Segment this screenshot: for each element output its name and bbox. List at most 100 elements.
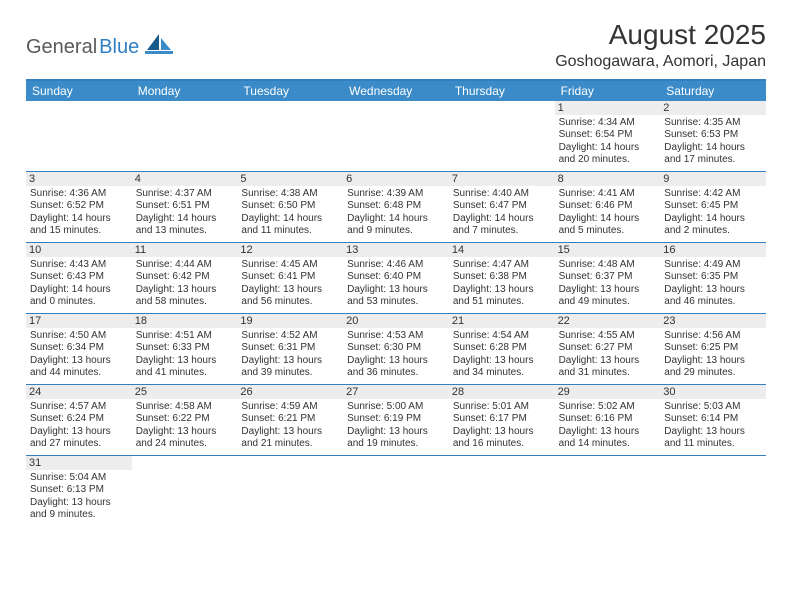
sunset-text: Sunset: 6:17 PM [453, 413, 551, 426]
daylight-text: Daylight: 13 hours and 53 minutes. [347, 284, 445, 309]
day-cell: 7Sunrise: 4:40 AMSunset: 6:47 PMDaylight… [449, 172, 555, 242]
sunrise-text: Sunrise: 4:54 AM [453, 330, 551, 343]
sunrise-text: Sunrise: 5:02 AM [559, 401, 657, 414]
sunrise-text: Sunrise: 5:04 AM [30, 472, 128, 485]
day-cell: 27Sunrise: 5:00 AMSunset: 6:19 PMDayligh… [343, 385, 449, 455]
day-cell [26, 101, 132, 171]
sunrise-text: Sunrise: 4:41 AM [559, 188, 657, 201]
dow-row: SundayMondayTuesdayWednesdayThursdayFrid… [26, 81, 766, 101]
daylight-text: Daylight: 14 hours and 7 minutes. [453, 213, 551, 238]
day-cell: 26Sunrise: 4:59 AMSunset: 6:21 PMDayligh… [237, 385, 343, 455]
sail-icon [145, 34, 173, 60]
day-number: 5 [237, 172, 343, 186]
daylight-text: Daylight: 13 hours and 58 minutes. [136, 284, 234, 309]
day-cell [343, 101, 449, 171]
day-cell: 17Sunrise: 4:50 AMSunset: 6:34 PMDayligh… [26, 314, 132, 384]
sunrise-text: Sunrise: 5:01 AM [453, 401, 551, 414]
day-cell [237, 456, 343, 526]
sunrise-text: Sunrise: 4:59 AM [241, 401, 339, 414]
sunset-text: Sunset: 6:38 PM [453, 271, 551, 284]
sunrise-text: Sunrise: 4:40 AM [453, 188, 551, 201]
sunset-text: Sunset: 6:43 PM [30, 271, 128, 284]
day-cell: 14Sunrise: 4:47 AMSunset: 6:38 PMDayligh… [449, 243, 555, 313]
day-number: 8 [555, 172, 661, 186]
day-cell: 21Sunrise: 4:54 AMSunset: 6:28 PMDayligh… [449, 314, 555, 384]
day-number: 13 [343, 243, 449, 257]
sunset-text: Sunset: 6:30 PM [347, 342, 445, 355]
month-title: August 2025 [555, 20, 766, 51]
day-number: 30 [660, 385, 766, 399]
day-cell [132, 456, 238, 526]
sunset-text: Sunset: 6:35 PM [664, 271, 762, 284]
day-number: 21 [449, 314, 555, 328]
week-row: 17Sunrise: 4:50 AMSunset: 6:34 PMDayligh… [26, 314, 766, 385]
day-number: 3 [26, 172, 132, 186]
daylight-text: Daylight: 13 hours and 36 minutes. [347, 355, 445, 380]
sunrise-text: Sunrise: 4:34 AM [559, 117, 657, 130]
day-cell: 13Sunrise: 4:46 AMSunset: 6:40 PMDayligh… [343, 243, 449, 313]
logo: GeneralBlue [26, 34, 173, 60]
daylight-text: Daylight: 14 hours and 11 minutes. [241, 213, 339, 238]
day-cell [132, 101, 238, 171]
day-cell: 22Sunrise: 4:55 AMSunset: 6:27 PMDayligh… [555, 314, 661, 384]
day-cell: 23Sunrise: 4:56 AMSunset: 6:25 PMDayligh… [660, 314, 766, 384]
sunrise-text: Sunrise: 4:36 AM [30, 188, 128, 201]
day-cell [660, 456, 766, 526]
daylight-text: Daylight: 13 hours and 27 minutes. [30, 426, 128, 451]
daylight-text: Daylight: 14 hours and 5 minutes. [559, 213, 657, 238]
day-number: 12 [237, 243, 343, 257]
calendar: SundayMondayTuesdayWednesdayThursdayFrid… [26, 79, 766, 526]
sunrise-text: Sunrise: 4:38 AM [241, 188, 339, 201]
sunrise-text: Sunrise: 4:48 AM [559, 259, 657, 272]
daylight-text: Daylight: 13 hours and 29 minutes. [664, 355, 762, 380]
sunset-text: Sunset: 6:34 PM [30, 342, 128, 355]
daylight-text: Daylight: 13 hours and 41 minutes. [136, 355, 234, 380]
day-number: 11 [132, 243, 238, 257]
daylight-text: Daylight: 14 hours and 20 minutes. [559, 142, 657, 167]
location: Goshogawara, Aomori, Japan [555, 53, 766, 71]
day-number: 4 [132, 172, 238, 186]
day-number: 31 [26, 456, 132, 470]
sunset-text: Sunset: 6:46 PM [559, 200, 657, 213]
day-number: 26 [237, 385, 343, 399]
daylight-text: Daylight: 13 hours and 31 minutes. [559, 355, 657, 380]
day-cell: 29Sunrise: 5:02 AMSunset: 6:16 PMDayligh… [555, 385, 661, 455]
sunrise-text: Sunrise: 4:53 AM [347, 330, 445, 343]
day-number: 15 [555, 243, 661, 257]
sunset-text: Sunset: 6:50 PM [241, 200, 339, 213]
daylight-text: Daylight: 14 hours and 0 minutes. [30, 284, 128, 309]
day-number: 25 [132, 385, 238, 399]
day-number: 19 [237, 314, 343, 328]
day-number: 18 [132, 314, 238, 328]
day-number: 7 [449, 172, 555, 186]
sunrise-text: Sunrise: 4:39 AM [347, 188, 445, 201]
dow-label: Tuesday [237, 81, 343, 101]
week-row: 24Sunrise: 4:57 AMSunset: 6:24 PMDayligh… [26, 385, 766, 456]
sunset-text: Sunset: 6:22 PM [136, 413, 234, 426]
sunset-text: Sunset: 6:53 PM [664, 129, 762, 142]
day-cell: 6Sunrise: 4:39 AMSunset: 6:48 PMDaylight… [343, 172, 449, 242]
sunrise-text: Sunrise: 4:49 AM [664, 259, 762, 272]
daylight-text: Daylight: 13 hours and 56 minutes. [241, 284, 339, 309]
day-cell: 15Sunrise: 4:48 AMSunset: 6:37 PMDayligh… [555, 243, 661, 313]
day-cell: 28Sunrise: 5:01 AMSunset: 6:17 PMDayligh… [449, 385, 555, 455]
day-cell: 16 Sunrise: 4:49 AMSunset: 6:35 PMDayligh… [660, 243, 766, 313]
day-cell: 20Sunrise: 4:53 AMSunset: 6:30 PMDayligh… [343, 314, 449, 384]
sunset-text: Sunset: 6:52 PM [30, 200, 128, 213]
sunset-text: Sunset: 6:14 PM [664, 413, 762, 426]
daylight-text: Daylight: 13 hours and 24 minutes. [136, 426, 234, 451]
sunset-text: Sunset: 6:54 PM [559, 129, 657, 142]
logo-text-blue: Blue [99, 36, 139, 59]
day-number: 16 [660, 243, 766, 257]
daylight-text: Daylight: 13 hours and 16 minutes. [453, 426, 551, 451]
day-cell: 31Sunrise: 5:04 AMSunset: 6:13 PMDayligh… [26, 456, 132, 526]
sunrise-text: Sunrise: 4:56 AM [664, 330, 762, 343]
sunset-text: Sunset: 6:24 PM [30, 413, 128, 426]
daylight-text: Daylight: 13 hours and 46 minutes. [664, 284, 762, 309]
daylight-text: Daylight: 13 hours and 39 minutes. [241, 355, 339, 380]
dow-label: Saturday [660, 81, 766, 101]
daylight-text: Daylight: 13 hours and 21 minutes. [241, 426, 339, 451]
day-cell: 30Sunrise: 5:03 AMSunset: 6:14 PMDayligh… [660, 385, 766, 455]
sunset-text: Sunset: 6:33 PM [136, 342, 234, 355]
day-number: 10 [26, 243, 132, 257]
